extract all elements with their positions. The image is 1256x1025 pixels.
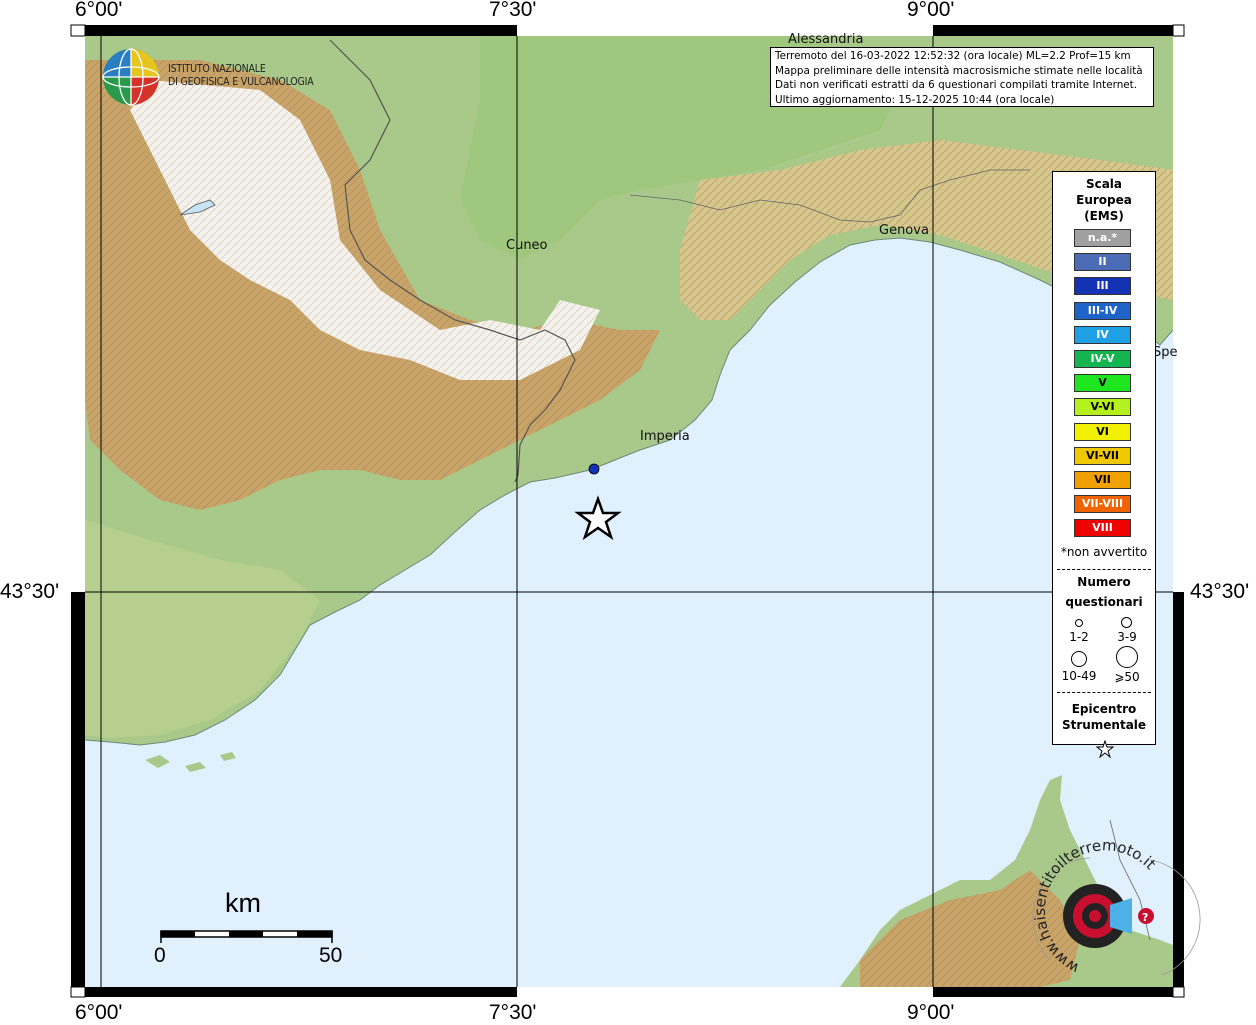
longitude-label-top-2: 7°30'	[489, 0, 537, 21]
institute-name-line2: DI GEOFISICA E VULCANOLOGIA	[168, 76, 314, 88]
regional-border	[629, 169, 1030, 223]
legend-swatch-vii: VII	[1074, 471, 1131, 489]
coastline	[84, 237, 1174, 746]
scale-bar-min: 0	[154, 944, 166, 967]
legend-title-1: Scala	[1085, 177, 1123, 191]
legend-separator-1	[1057, 569, 1151, 570]
relief-provence	[85, 520, 320, 738]
ems-legend: Scala Europea (EMS) n.a.* II III III-IV IV IV…	[1052, 171, 1156, 758]
event-info-line1: Terremoto del 16-03-2022 12:52:32 (ora l…	[775, 50, 1131, 62]
legend-separator-2	[1057, 692, 1151, 693]
svg-text:www.haisentitoilterremoto.it: www.haisentitoilterremoto.it	[1031, 840, 1160, 977]
watermark-url: www.haisentitoilterremoto.it	[1031, 840, 1160, 977]
scale-bar-unit: km	[225, 888, 261, 918]
legend-swatch-na: n.a.*	[1074, 229, 1131, 247]
event-info-line2: Mappa preliminare delle intensità macros…	[775, 64, 1143, 77]
latitude-label-left: 43°30'	[0, 580, 60, 603]
legend-swatch-vvi: V-VI	[1074, 398, 1131, 417]
legend-swatch-vivii: VI-VII	[1074, 446, 1131, 465]
lake	[179, 199, 216, 216]
size-label-10-49: 10-49	[1061, 669, 1097, 683]
islands-hyeres	[145, 752, 236, 772]
watermark-text: www.haisentitoilterremoto.it	[1031, 840, 1160, 977]
legend-swatch-iiiiv: III-IV	[1074, 301, 1131, 320]
national-border	[329, 39, 576, 483]
frame-ticks	[70, 24, 1185, 998]
legend-numero: Numero	[1077, 575, 1131, 589]
size-circle-xlarge	[1116, 646, 1138, 668]
legend-epicentro: Epicentro	[1071, 702, 1137, 716]
epicenter-star-marker	[574, 495, 622, 541]
relief-apennines-hatch	[680, 140, 1173, 320]
size-circle-large	[1071, 651, 1087, 667]
size-label-1-2: 1-2	[1069, 630, 1089, 644]
size-circle-small	[1075, 619, 1083, 627]
legend-swatch-vi: VI	[1074, 422, 1131, 441]
size-circle-medium	[1121, 617, 1132, 628]
city-label-cuneo: Cuneo	[506, 238, 548, 253]
legend-swatch-v: V	[1074, 374, 1131, 393]
longitude-label-top-3: 9°00'	[907, 0, 955, 21]
institute-name: ISTITUTO NAZIONALE DI GEOFISICA E VULCAN…	[168, 63, 314, 89]
intensity-observation-marker	[588, 463, 600, 475]
relief-snow-hatch	[130, 80, 600, 380]
legend-swatch-ivv: IV-V	[1074, 350, 1131, 368]
legend-not-felt-note: *non avvertito	[1060, 545, 1148, 559]
ingv-logo-icon	[102, 48, 160, 106]
size-label-3-9: 3-9	[1117, 630, 1137, 644]
institute-name-line1: ISTITUTO NAZIONALE	[168, 63, 266, 75]
legend-swatch-viii: VIII	[1074, 519, 1131, 538]
longitude-label-bottom-1: 6°00'	[75, 1001, 123, 1024]
scale-bar-graphic	[160, 930, 333, 943]
size-label-50-plus: ⩾50	[1114, 670, 1140, 684]
legend-questionari: questionari	[1065, 595, 1143, 609]
city-label-imperia: Imperia	[640, 429, 690, 444]
city-label-spezia-partial: Spe	[1153, 345, 1178, 360]
legend-title-2: Europea	[1076, 193, 1132, 207]
longitude-label-top-1: 6°00'	[75, 0, 123, 21]
city-label-alessandria: Alessandria	[788, 32, 864, 47]
event-info-box: Terremoto del 16-03-2022 12:52:32 (ora l…	[770, 47, 1154, 107]
haisentito-logo-icon: ?	[1032, 857, 1201, 976]
svg-text:?: ?	[1142, 911, 1148, 924]
legend-swatch-iv: IV	[1074, 325, 1131, 344]
longitude-label-bottom-2: 7°30'	[489, 1001, 537, 1024]
legend-swatch-iii: III	[1074, 277, 1131, 296]
scale-bar-max: 50	[319, 944, 343, 967]
event-info-line3: Dati non verificati estratti da 6 questi…	[775, 79, 1138, 92]
graticule	[85, 36, 1173, 987]
legend-swatch-viiviii: VII-VIII	[1074, 495, 1131, 514]
latitude-label-right: 43°30'	[1190, 580, 1250, 603]
legend-strumentale: Strumentale	[1061, 718, 1147, 732]
legend-title-3: (EMS)	[1084, 209, 1124, 223]
city-label-genova: Genova	[879, 223, 929, 238]
longitude-label-bottom-3: 9°00'	[907, 1001, 955, 1024]
event-info-line4: Ultimo aggiornamento: 15-12-2025 10:44 (…	[775, 93, 1055, 106]
legend-star-icon	[1096, 740, 1114, 758]
relief-corsica-hatch	[860, 870, 1080, 987]
legend-swatch-ii: II	[1074, 253, 1131, 272]
